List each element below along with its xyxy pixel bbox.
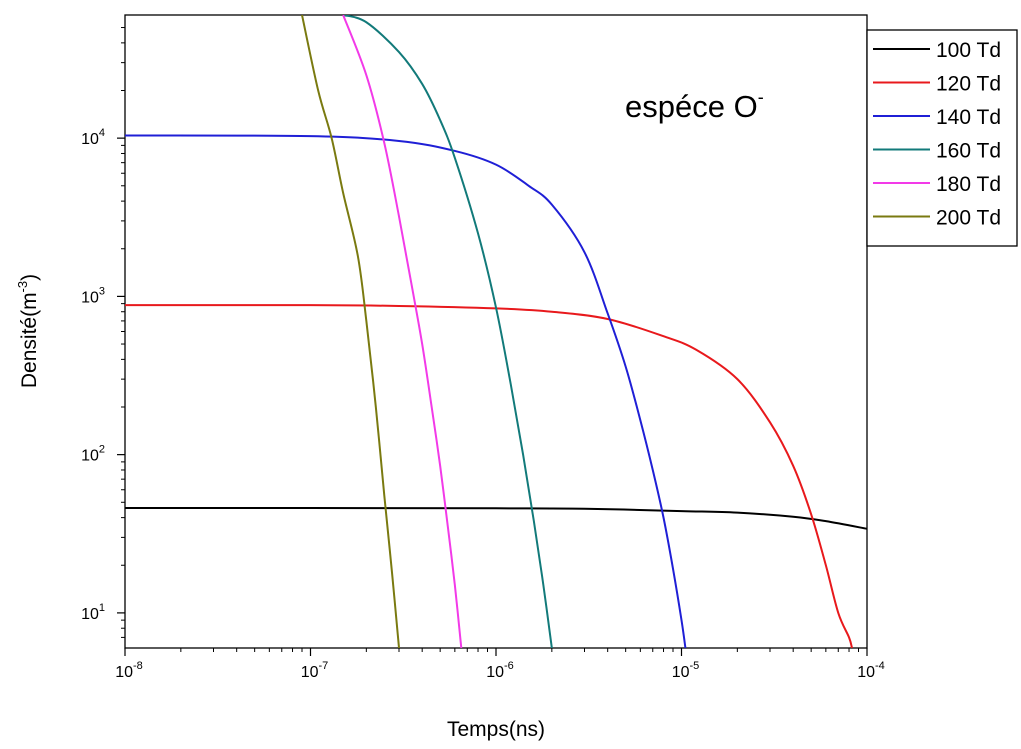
y-tick-label-exponent: 2 (99, 444, 105, 456)
x-tick-label-base: 10 (115, 664, 133, 681)
y-axis-title: Densité(m-3) (15, 274, 41, 388)
y-tick-label: 102 (81, 444, 105, 465)
y-tick-label-exponent: 3 (99, 285, 105, 297)
x-tick-label-base: 10 (857, 664, 875, 681)
y-tick-label-exponent: 1 (99, 602, 105, 614)
y-tick-label: 103 (81, 285, 105, 306)
x-tick-label-base: 10 (486, 664, 504, 681)
x-tick-label-exponent: -8 (133, 660, 143, 672)
x-tick-label: 10-4 (857, 660, 885, 681)
y-tick-label-base: 10 (81, 606, 99, 623)
y-axis-title-superscript: -3 (15, 281, 30, 293)
x-tick-label-exponent: -7 (319, 660, 329, 672)
series-line-100-td (125, 506, 867, 530)
legend-label: 100 Td (936, 39, 1001, 62)
y-axis-title-tail: ) (18, 274, 41, 281)
x-axis-title: Temps(ns) (447, 718, 545, 741)
annotation-text: espéce O (625, 89, 758, 124)
legend-label: 180 Td (936, 173, 1001, 196)
x-tick-label-exponent: -5 (690, 660, 700, 672)
x-tick-label-base: 10 (301, 664, 319, 681)
y-tick-label-base: 10 (81, 448, 99, 465)
annotation-label: espéce O- (625, 87, 764, 124)
legend-label: 200 Td (936, 207, 1001, 230)
series-layer (125, 15, 867, 648)
x-tick-label-exponent: -6 (504, 660, 514, 672)
legend: 100 Td 120 Td 140 Td 160 Td 180 Td 200 Td (866, 29, 1018, 247)
annotation-superscript: - (758, 87, 764, 107)
y-tick-label: 101 (81, 602, 105, 623)
series-line-200-td (301, 15, 401, 648)
series-line-120-td (125, 304, 853, 648)
y-tick-label-exponent: 4 (99, 127, 105, 139)
series-line-180-td (342, 15, 463, 648)
y-tick-label-base: 10 (81, 289, 99, 306)
legend-box (866, 29, 1018, 247)
x-tick-label-exponent: -4 (875, 660, 885, 672)
x-tick-label-base: 10 (672, 664, 690, 681)
legend-label: 160 Td (936, 140, 1001, 163)
x-tick-label: 10-5 (672, 660, 700, 681)
legend-label: 120 Td (936, 73, 1001, 96)
x-tick-label: 10-6 (486, 660, 514, 681)
y-axis-title-main: Densité(m (18, 292, 41, 388)
y-tick-label-base: 10 (81, 131, 99, 148)
legend-label: 140 Td (936, 106, 1001, 129)
legend-items: 100 Td 120 Td 140 Td 160 Td 180 Td 200 Td (873, 39, 1001, 230)
series-line-160-td (342, 15, 553, 648)
x-tick-label: 10-8 (115, 660, 143, 681)
x-tick-label: 10-7 (301, 660, 329, 681)
y-tick-label: 104 (81, 127, 105, 148)
series-line-140-td (125, 134, 687, 648)
